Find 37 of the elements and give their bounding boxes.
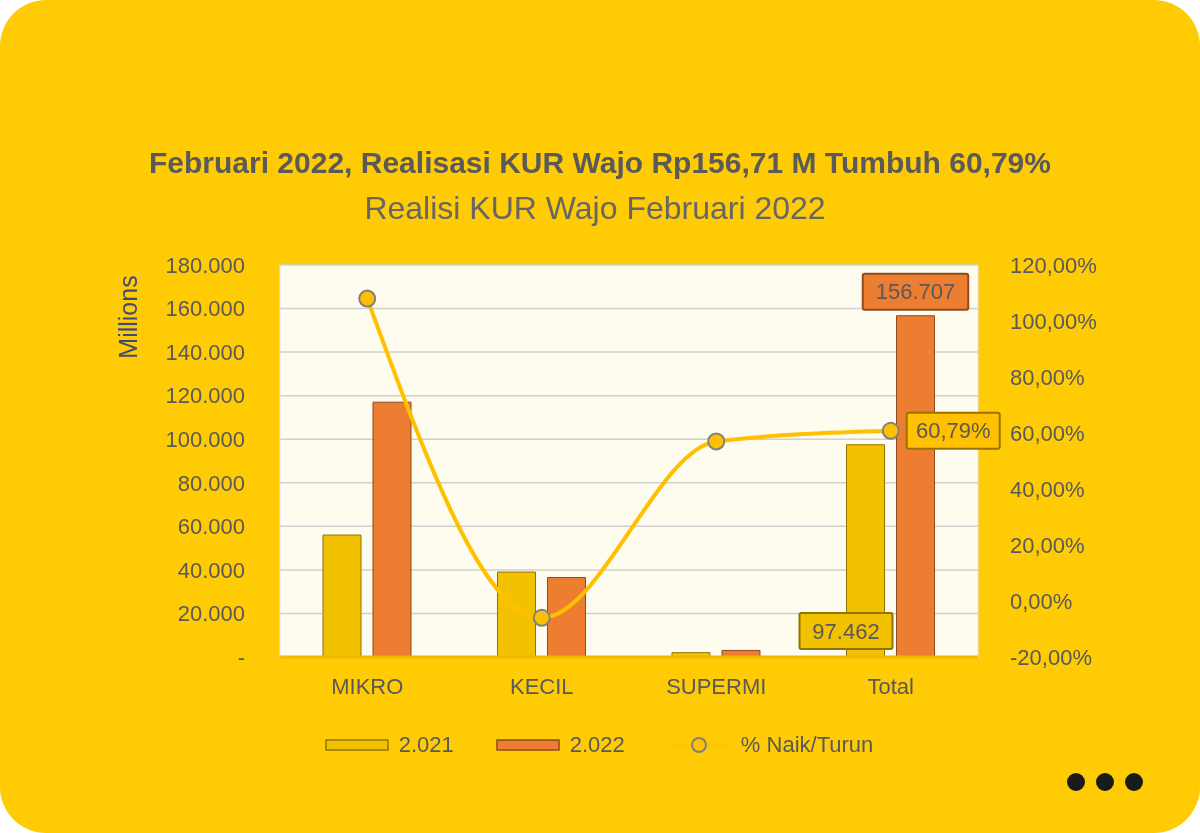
legend-label: 2.021 [398, 732, 454, 758]
y2-tick-label: 80,00% [1010, 364, 1085, 390]
x-tick-label: SUPERMI [666, 673, 767, 699]
chart-title: Februari 2022, Realisasi KUR Wajo Rp156,71 M Tumbuh 60,79% [148, 145, 1052, 181]
y-tick-label: 60.000 [177, 514, 245, 540]
x-tick-label: KECIL [509, 673, 574, 699]
point [707, 432, 726, 451]
bar [547, 577, 586, 657]
data-label: 156.707 [875, 279, 956, 305]
x-tick-label: Total [867, 673, 914, 699]
y-tick-label: 100.000 [165, 427, 245, 453]
y2-tick-label: 40,00% [1010, 476, 1085, 502]
data-label: 97.462 [812, 618, 880, 644]
point [358, 289, 377, 308]
y-axis-title: Millions [114, 275, 142, 359]
legend-label: % Naik/Turun [740, 732, 874, 758]
y-tick-label: 40.000 [177, 557, 245, 583]
bar [372, 401, 412, 657]
y2-tick-label: 60,00% [1010, 420, 1085, 446]
y2-tick-label: 0,00% [1010, 588, 1073, 614]
y-tick-label: 120.000 [165, 383, 245, 409]
y-tick-label: 20.000 [177, 601, 245, 627]
point [532, 608, 551, 627]
y2-tick-label: -20,00% [1010, 644, 1092, 670]
data-label: 60,79% [915, 418, 991, 444]
y2-tick-label: 100,00% [1010, 308, 1097, 334]
chart-subtitle: Realisi KUR Wajo Februari 2022 [363, 189, 827, 227]
y-tick-label: - [237, 644, 245, 670]
y-tick-label: 160.000 [165, 296, 245, 322]
y-tick-label: 140.000 [165, 339, 245, 365]
y2-tick-label: 20,00% [1010, 532, 1085, 558]
y-tick-label: 180.000 [165, 252, 245, 278]
y2-tick-label: 120,00% [1010, 252, 1097, 278]
point [881, 421, 900, 440]
y-tick-label: 80.000 [177, 470, 245, 496]
legend-label: 2.022 [569, 732, 625, 758]
x-tick-label: MIKRO [331, 673, 404, 699]
